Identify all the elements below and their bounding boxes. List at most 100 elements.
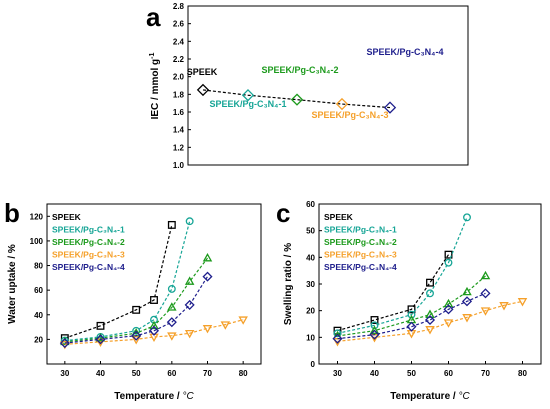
c-legend-entry: SPEEK/Pg-C₃N₄-1 <box>324 225 397 235</box>
series-a: SPEEK SPEEK/Pg-C₃N₄-1 SPEEK/Pg-C₃N₄-2 SPEEK… <box>187 47 444 120</box>
c-series-line <box>337 217 468 334</box>
c-point <box>462 286 472 296</box>
b-series-line <box>64 221 191 342</box>
b-point <box>59 338 70 349</box>
c-point <box>480 288 491 299</box>
c-ytick-label: 40 <box>306 253 315 262</box>
c-ytick-label: 10 <box>306 333 315 342</box>
panel-label-c: c <box>276 198 290 228</box>
y-axis-label-a: IEC / mmol g-1 <box>149 53 161 120</box>
c-point <box>443 319 454 328</box>
legend-c: SPEEK SPEEK/Pg-C₃N₄-1 SPEEK/Pg-C₃N₄-2 SPEEK… <box>324 212 397 272</box>
c-point <box>370 321 379 330</box>
a-ytick-label: 1.6 <box>173 108 185 117</box>
c-series-line <box>337 254 450 332</box>
b-point <box>184 276 195 285</box>
b-ytick-label: 120 <box>30 212 44 221</box>
b-legend-entry: SPEEK/Pg-C₃N₄-3 <box>52 250 125 260</box>
c-point <box>369 329 380 340</box>
panel-c: c 30 40 50 60 70 80 0 10 20 30 40 50 60 Temperature … <box>276 198 542 402</box>
c-ytick-label: 0 <box>311 360 316 369</box>
b-point <box>166 317 177 328</box>
a-ytick-label: 1.2 <box>173 143 185 152</box>
c-ytick-label: 50 <box>306 227 315 236</box>
b-xtick-label: 70 <box>203 369 212 378</box>
b-point <box>202 271 213 282</box>
a-point <box>335 97 349 111</box>
c-legend-entry: SPEEK/Pg-C₃N₄-4 <box>324 262 397 272</box>
c-ytick-label: 20 <box>306 307 315 316</box>
y-axis-label-c: Swelling ratio / % <box>283 243 294 325</box>
b-legend-entry: SPEEK <box>52 212 82 222</box>
a-point <box>196 83 210 97</box>
a-ytick-label: 1.8 <box>173 90 185 99</box>
c-point <box>407 310 416 319</box>
c-point <box>426 289 434 298</box>
b-xtick-label: 40 <box>96 369 105 378</box>
c-point <box>424 314 436 326</box>
b-point <box>167 220 176 229</box>
b-point <box>150 296 158 304</box>
c-point <box>444 250 453 259</box>
c-xtick-label: 50 <box>407 369 416 378</box>
c-xtick-label: 80 <box>518 369 527 378</box>
c-point <box>425 309 435 318</box>
b-ytick-label: 20 <box>34 335 43 344</box>
x-axis-unit-b: °C <box>182 391 194 402</box>
a-point <box>383 101 397 114</box>
x-axis-unit-c: °C <box>458 391 470 402</box>
c-point <box>462 314 472 323</box>
b-legend-entry: SPEEK/Pg-C₃N₄-4 <box>52 262 125 272</box>
axes-b: 30 40 50 60 70 80 20 40 60 80 100 120 <box>30 212 249 378</box>
c-point <box>332 338 343 347</box>
c-point <box>480 307 491 316</box>
b-xtick-label: 30 <box>60 369 69 378</box>
x-axis-label-c: Temperature / °C <box>390 391 470 402</box>
a-point-label: SPEEK/Pg-C₃N₄-4 <box>367 47 444 57</box>
b-point <box>95 334 106 345</box>
c-ytick-label: 30 <box>306 280 315 289</box>
a-point <box>241 89 255 102</box>
a-point <box>290 93 304 106</box>
b-series-line <box>64 224 173 339</box>
a-ytick-label: 1.0 <box>173 161 185 170</box>
c-point <box>407 305 416 314</box>
c-point <box>426 278 434 287</box>
b-point <box>149 320 159 330</box>
b-point <box>185 217 194 226</box>
c-point <box>333 329 342 338</box>
b-point <box>184 329 195 339</box>
b-legend-entry: SPEEK/Pg-C₃N₄-2 <box>52 237 125 247</box>
plot-frame-a <box>187 5 469 166</box>
b-series-line <box>64 319 244 345</box>
series-b <box>59 217 248 350</box>
c-legend-entry: SPEEK/Pg-C₃N₄-3 <box>324 250 397 260</box>
b-ytick-label: 40 <box>34 311 43 320</box>
b-point <box>167 302 177 311</box>
b-ytick-label: 80 <box>34 262 43 271</box>
c-ytick-label: 60 <box>306 200 315 209</box>
b-point <box>132 305 141 314</box>
a-point-label: SPEEK/Pg-C₃N₄-1 <box>210 99 287 109</box>
panel-label-b: b <box>4 198 20 228</box>
b-ytick-label: 100 <box>30 237 44 246</box>
b-point <box>202 253 213 262</box>
c-point <box>444 258 453 267</box>
b-xtick-label: 50 <box>132 369 141 378</box>
c-series-line <box>337 292 486 340</box>
panel-a: a 1.0 1.2 1.4 1.6 1.8 2.0 2.2 2.4 2.6 2.8 IEC / m… <box>146 2 469 170</box>
b-legend-entry: SPEEK/Pg-C₃N₄-1 <box>52 225 125 235</box>
a-point-label: SPEEK/Pg-C₃N₄-2 <box>262 65 339 75</box>
c-legend-entry: SPEEK/Pg-C₃N₄-2 <box>324 237 397 247</box>
b-point <box>131 336 141 345</box>
panel-b: b 30 40 50 60 70 80 20 40 60 80 100 120 Temperature… <box>4 198 262 402</box>
panel-label-a: a <box>146 2 161 32</box>
y-axis-label-a-sup: -1 <box>149 53 156 59</box>
b-ytick-label: 60 <box>34 286 43 295</box>
b-series-line <box>64 276 209 344</box>
c-point <box>461 296 473 307</box>
a-trend-line <box>202 89 391 109</box>
c-xtick-label: 70 <box>481 369 490 378</box>
c-point <box>443 304 454 315</box>
